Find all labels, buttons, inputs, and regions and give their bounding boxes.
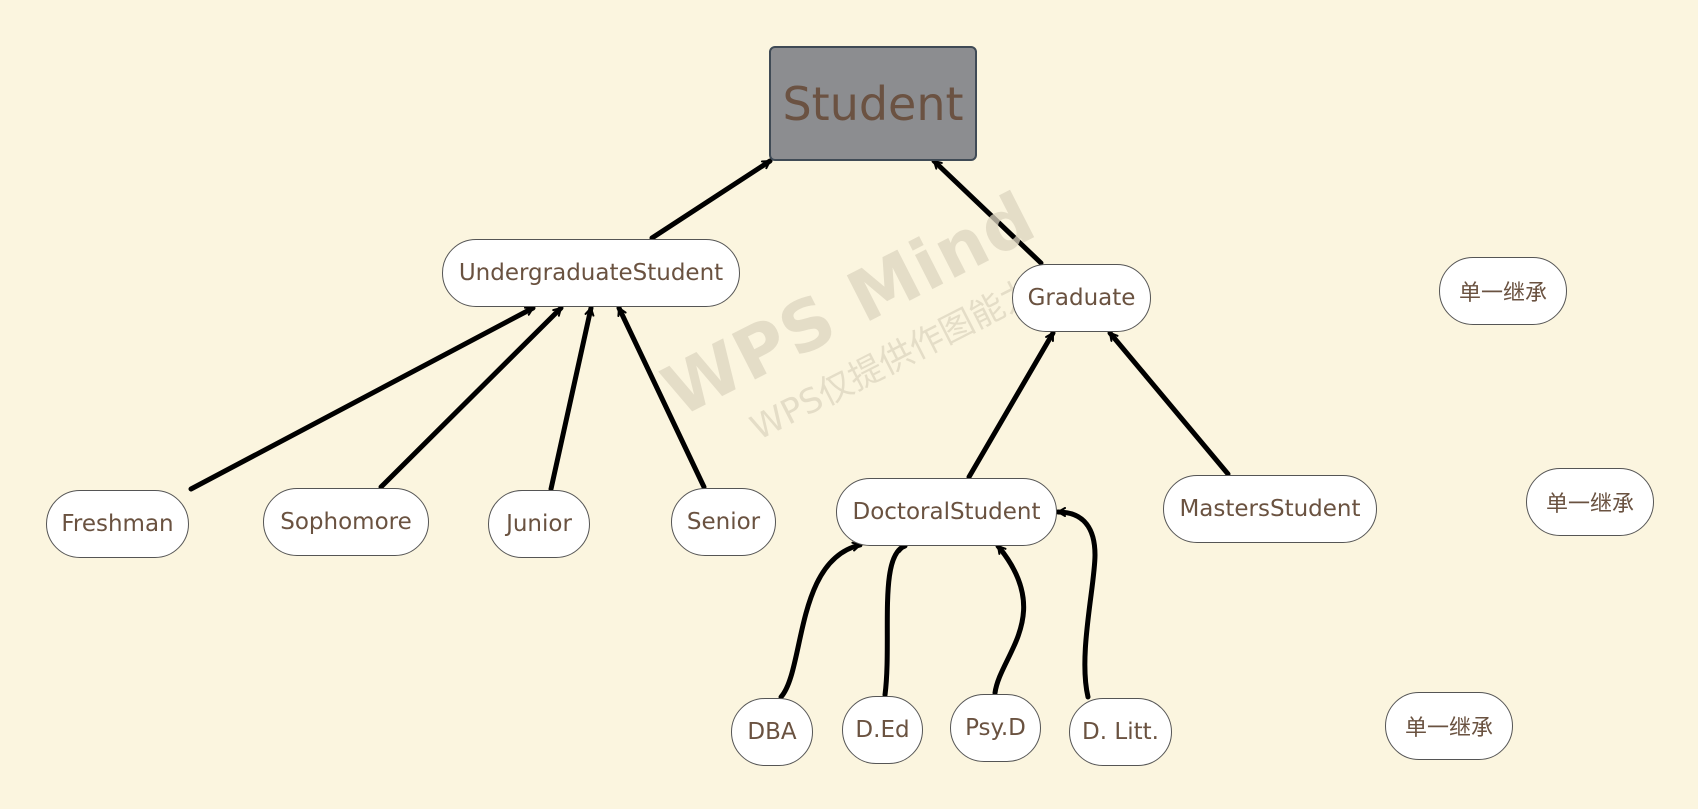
node-undergraduate-student[interactable]: UndergraduateStudent [442, 239, 740, 307]
note-single-inheritance-2[interactable]: 单一继承 [1526, 468, 1654, 536]
node-doctoral-student[interactable]: DoctoralStudent [836, 478, 1057, 546]
edge-freshman-undergrad [188, 305, 536, 492]
edge-ded-doctoral [882, 543, 908, 698]
node-senior[interactable]: Senior [671, 488, 776, 556]
edge-graduate-student [931, 158, 1044, 266]
edge-masters-graduate [1107, 330, 1231, 477]
edge-dlitt-doctoral [1055, 507, 1098, 700]
edge-psyd-doctoral [992, 543, 1027, 696]
node-masters-student[interactable]: MastersStudent [1163, 475, 1377, 543]
edge-senior-undergrad [616, 305, 707, 490]
node-dlitt[interactable]: D. Litt. [1069, 698, 1172, 766]
node-psyd[interactable]: Psy.D [950, 694, 1041, 762]
edge-junior-undergrad [548, 305, 595, 492]
note-single-inheritance-1[interactable]: 单一继承 [1439, 257, 1567, 325]
node-junior[interactable]: Junior [488, 490, 590, 558]
node-dba[interactable]: DBA [731, 698, 813, 766]
edge-dba-doctoral [778, 541, 863, 700]
edge-doctoral-graduate [966, 330, 1056, 480]
edge-undergrad-student [649, 158, 773, 241]
node-student[interactable]: Student [769, 46, 977, 161]
node-ded[interactable]: D.Ed [842, 696, 923, 764]
node-freshman[interactable]: Freshman [46, 490, 189, 558]
node-sophomore[interactable]: Sophomore [263, 488, 429, 556]
note-single-inheritance-3[interactable]: 单一继承 [1385, 692, 1513, 760]
node-graduate[interactable]: Graduate [1012, 264, 1151, 332]
edge-sophomore-undergrad [378, 305, 564, 490]
